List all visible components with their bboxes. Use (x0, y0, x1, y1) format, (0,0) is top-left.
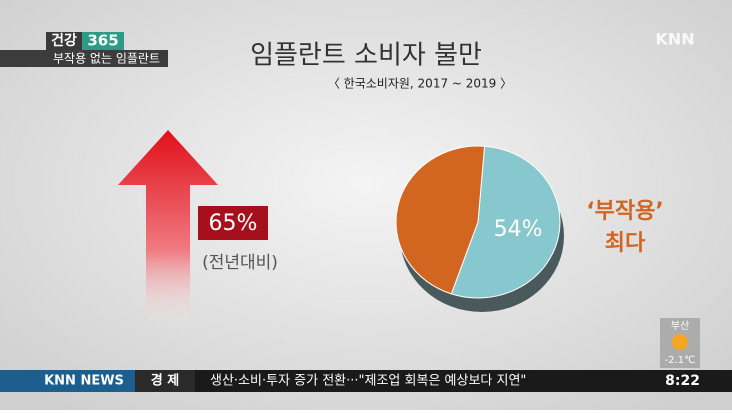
pie-annotation: 최다 (605, 231, 646, 256)
section-box (135, 370, 195, 392)
increase-value: 65% (209, 211, 258, 236)
tag-number: 365 (87, 32, 118, 50)
pie: 54% (395, 145, 564, 312)
ticker-headline: 생산·소비·투자 증가 전환···"제조업 회복은 예상보다 지연" (210, 374, 526, 389)
ticker-section: 경 제 (151, 373, 179, 389)
brand-box (0, 370, 135, 392)
tag: 건강 (51, 32, 77, 49)
weather-city: 부산 (671, 320, 689, 332)
program-bar (0, 50, 168, 67)
chart-subtitle: 〈 한국소비자원, 2017 ~ 2019 〉 (328, 77, 512, 91)
increase-note: (전년대비) (202, 253, 278, 273)
pie-slice (395, 145, 486, 295)
increase-box (198, 206, 268, 240)
ticker-brand: KNN NEWS (44, 374, 124, 389)
tag-box (46, 32, 82, 50)
tag-number-box (82, 32, 124, 50)
ticker-time: 8:22 (665, 373, 700, 389)
chart-title: 임플란트 소비자 불만 (250, 41, 482, 71)
program: 부작용 없는 임플란트 (53, 52, 160, 66)
pie-annotation: ‘부작용’ (586, 199, 663, 224)
weather-temp: -2.1℃ (665, 355, 696, 366)
pie-label: 54% (494, 217, 543, 242)
pie-slice (450, 145, 561, 299)
sun-icon (672, 334, 688, 350)
up-arrow (118, 130, 218, 330)
logo: KNN (655, 30, 694, 49)
